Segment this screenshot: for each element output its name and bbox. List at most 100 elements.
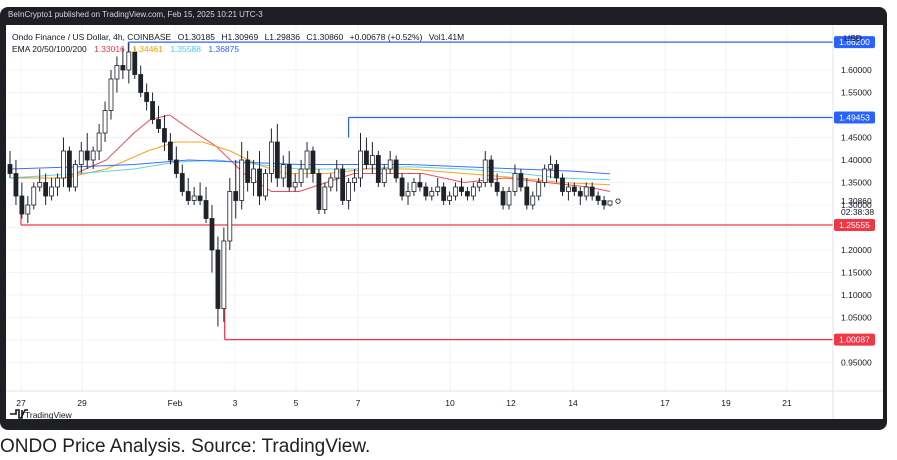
candle-body xyxy=(375,155,381,183)
candle-body xyxy=(435,186,441,192)
candle-body xyxy=(358,150,363,179)
candle-body xyxy=(405,191,411,197)
level-badge xyxy=(834,218,875,231)
figure-caption: ONDO Price Analysis. Source: TradingView… xyxy=(0,436,371,457)
candle-body xyxy=(167,141,173,161)
chart-background xyxy=(6,25,883,419)
candle-body xyxy=(482,159,488,183)
header-legend: Ondo Finance / US Dollar, 4h, COINBASE O… xyxy=(12,32,464,42)
candle-body xyxy=(601,200,607,206)
candle-body xyxy=(84,150,90,161)
brand-label: TradingView xyxy=(25,410,73,419)
candle-body xyxy=(49,186,54,197)
candle-body xyxy=(144,92,150,102)
candle-body xyxy=(459,186,464,192)
candle-body xyxy=(221,240,227,309)
candle-body xyxy=(417,182,423,188)
x-tick-label: 14 xyxy=(568,398,578,408)
candle-body xyxy=(298,168,304,183)
candle-body xyxy=(429,191,435,197)
ema20-value: 1.33016 xyxy=(94,44,125,54)
candle-body xyxy=(78,150,84,165)
candle-body xyxy=(476,182,482,188)
candle-body xyxy=(173,159,179,174)
candle-body xyxy=(542,168,548,183)
y-tick-label: 1.45000 xyxy=(841,133,872,143)
last-price-dot xyxy=(615,198,621,204)
y-tick-label: 1.20000 xyxy=(841,245,872,255)
y-tick-label: 1.05000 xyxy=(841,313,872,323)
ema-legend: EMA 20/50/100/200 1.33016 1.34461 1.3558… xyxy=(12,44,239,54)
high-value: H1.30969 xyxy=(221,32,258,42)
candle-body xyxy=(500,191,506,206)
candle-body xyxy=(120,65,126,71)
candle-body xyxy=(607,200,613,206)
candle-body xyxy=(67,150,72,188)
candle-body xyxy=(577,191,583,197)
candle-body xyxy=(364,150,369,165)
publisher-line: BeInCrypto1 published on TradingView.com… xyxy=(8,10,263,19)
candle-body xyxy=(334,168,340,179)
candle-body xyxy=(197,195,203,201)
x-tick-label: 5 xyxy=(294,398,299,408)
candle-body xyxy=(268,141,274,174)
candle-body xyxy=(470,186,476,197)
level-badge xyxy=(834,111,875,124)
candle-body xyxy=(90,150,96,161)
level-badge xyxy=(834,333,875,346)
candle-body xyxy=(583,186,589,197)
y-tick-label: 1.40000 xyxy=(841,155,872,165)
candle-body xyxy=(162,128,167,143)
ema50-value: 1.34461 xyxy=(132,44,163,54)
x-tick-label: 7 xyxy=(356,398,361,408)
candle-body xyxy=(494,182,500,192)
candle-body xyxy=(292,182,298,188)
candle-body xyxy=(227,191,233,242)
candle-body xyxy=(132,51,138,75)
tradingview-logo: TradingView xyxy=(10,409,73,420)
candle-body xyxy=(488,159,494,183)
candle-body xyxy=(102,110,108,134)
candle-body xyxy=(566,186,571,192)
candle-body xyxy=(150,101,155,120)
ema-line xyxy=(9,159,611,175)
candle-body xyxy=(316,173,322,210)
candle-body xyxy=(31,186,37,206)
ema-line xyxy=(10,114,611,192)
candle-body xyxy=(209,218,215,251)
candle-body xyxy=(524,186,530,206)
candle-body xyxy=(286,164,292,188)
candle-body xyxy=(322,186,328,210)
time-axis[interactable]: 27 29 Feb 3 5 7 10 12 14 17 19 21 xyxy=(16,398,792,408)
y-tick-label: 1.60000 xyxy=(841,65,872,75)
candle-body xyxy=(453,186,458,197)
candle-body xyxy=(328,177,334,188)
candle-body xyxy=(61,150,66,179)
candle-body xyxy=(381,168,387,183)
level-badge xyxy=(834,36,875,49)
candle-body xyxy=(536,182,542,197)
candle-body xyxy=(512,173,518,192)
y-tick-label: 0.95000 xyxy=(841,358,872,368)
candle-body xyxy=(393,159,399,179)
level-lines xyxy=(20,41,833,341)
candle-body xyxy=(245,159,251,183)
x-tick-label: 27 xyxy=(16,398,26,408)
chart-window: BeInCrypto1 published on TradingView.com… xyxy=(0,7,887,430)
candle-body xyxy=(25,204,31,215)
candle-body xyxy=(465,191,470,197)
currency-label: USD xyxy=(844,33,862,43)
countdown-label: 02:38:38 xyxy=(841,207,874,217)
candle-body xyxy=(55,177,60,188)
x-tick-label: 19 xyxy=(721,398,731,408)
chart-panel: 1.600001.550001.500001.450001.400001.350… xyxy=(6,25,883,420)
price-chart[interactable]: 1.600001.550001.500001.450001.400001.350… xyxy=(6,25,883,420)
level-badge-label: 1.66200 xyxy=(839,37,870,47)
candle-body xyxy=(263,173,268,197)
x-tick-label: 10 xyxy=(445,398,455,408)
candle-body xyxy=(571,186,577,192)
candle-body xyxy=(251,168,256,183)
candle-body xyxy=(126,51,132,71)
candle-body xyxy=(179,173,185,192)
x-tick-label: 3 xyxy=(233,398,238,408)
